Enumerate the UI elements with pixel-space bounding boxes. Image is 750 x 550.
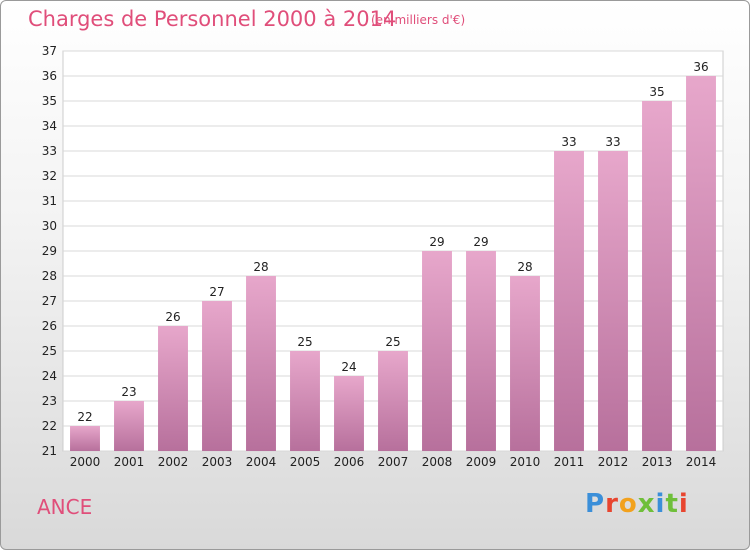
logo-letter: i: [678, 489, 689, 519]
x-tick-label: 2013: [642, 455, 673, 469]
logo-letter: x: [637, 489, 656, 519]
x-tick-label: 2006: [334, 455, 365, 469]
x-tick-label: 2004: [246, 455, 277, 469]
bar[interactable]: [554, 151, 584, 451]
y-tick-label: 36: [42, 69, 57, 83]
y-tick-label: 28: [42, 269, 57, 283]
proxiti-logo[interactable]: Proxiti: [585, 489, 689, 519]
y-tick-label: 34: [42, 119, 57, 133]
x-tick-label: 2007: [378, 455, 409, 469]
x-tick-label: 2003: [202, 455, 233, 469]
bar-value-label: 27: [209, 285, 224, 299]
x-tick-label: 2008: [422, 455, 453, 469]
bar-value-label: 29: [473, 235, 488, 249]
y-tick-label: 23: [42, 394, 57, 408]
bar[interactable]: [202, 301, 232, 451]
bar-value-label: 33: [561, 135, 576, 149]
y-tick-label: 30: [42, 219, 57, 233]
x-tick-label: 2005: [290, 455, 321, 469]
y-tick-label: 32: [42, 169, 57, 183]
bar[interactable]: [70, 426, 100, 451]
bar[interactable]: [510, 276, 540, 451]
y-tick-label: 26: [42, 319, 57, 333]
bar-value-label: 24: [341, 360, 356, 374]
x-tick-label: 2010: [510, 455, 541, 469]
bar[interactable]: [466, 251, 496, 451]
y-tick-label: 22: [42, 419, 57, 433]
bar-value-label: 23: [121, 385, 136, 399]
chart-subtitle: (en milliers d'€): [371, 13, 466, 27]
logo-letter: t: [665, 489, 679, 519]
y-tick-label: 25: [42, 344, 57, 358]
bar[interactable]: [598, 151, 628, 451]
logo-letter: o: [618, 489, 638, 519]
bar-value-label: 25: [385, 335, 400, 349]
bar[interactable]: [686, 76, 716, 451]
bars-group: 22 23 26 27 28 25 24 25 29 29 28 33 33 35 36: [70, 60, 716, 451]
commune-name: ANCE: [37, 495, 93, 519]
bar[interactable]: [334, 376, 364, 451]
bar[interactable]: [158, 326, 188, 451]
x-tick-label: 2001: [114, 455, 145, 469]
bar[interactable]: [246, 276, 276, 451]
chart-title: Charges de Personnel 2000 à 2014: [28, 7, 397, 31]
logo-letter: P: [585, 489, 606, 519]
y-tick-label: 35: [42, 94, 57, 108]
bar[interactable]: [114, 401, 144, 451]
y-tick-label: 29: [42, 244, 57, 258]
bar-value-label: 29: [429, 235, 444, 249]
bar[interactable]: [422, 251, 452, 451]
y-axis: 21 22 23 24 25 26 27 28 29 30 31 32 33 34 35 36 37: [42, 44, 57, 458]
bar-value-label: 35: [649, 85, 664, 99]
y-tick-label: 37: [42, 44, 57, 58]
x-axis: 2000 2001 2002 2003 2004 2005 2006 2007 2008 2009…: [70, 455, 717, 469]
y-tick-label: 24: [42, 369, 57, 383]
bar-value-label: 28: [517, 260, 532, 274]
x-tick-label: 2011: [554, 455, 585, 469]
bar-value-label: 33: [605, 135, 620, 149]
x-tick-label: 2014: [686, 455, 717, 469]
bar[interactable]: [378, 351, 408, 451]
logo-letter: i: [655, 489, 666, 519]
x-tick-label: 2000: [70, 455, 101, 469]
bar-value-label: 28: [253, 260, 268, 274]
y-tick-label: 31: [42, 194, 57, 208]
bar[interactable]: [290, 351, 320, 451]
bar-value-label: 36: [693, 60, 708, 74]
y-tick-label: 21: [42, 444, 57, 458]
x-tick-label: 2009: [466, 455, 497, 469]
bar[interactable]: [642, 101, 672, 451]
x-tick-label: 2002: [158, 455, 189, 469]
bar-value-label: 26: [165, 310, 180, 324]
x-tick-label: 2012: [598, 455, 629, 469]
y-tick-label: 33: [42, 144, 57, 158]
logo-letter: r: [605, 489, 619, 519]
bar-value-label: 22: [77, 410, 92, 424]
y-tick-label: 27: [42, 294, 57, 308]
bar-value-label: 25: [297, 335, 312, 349]
